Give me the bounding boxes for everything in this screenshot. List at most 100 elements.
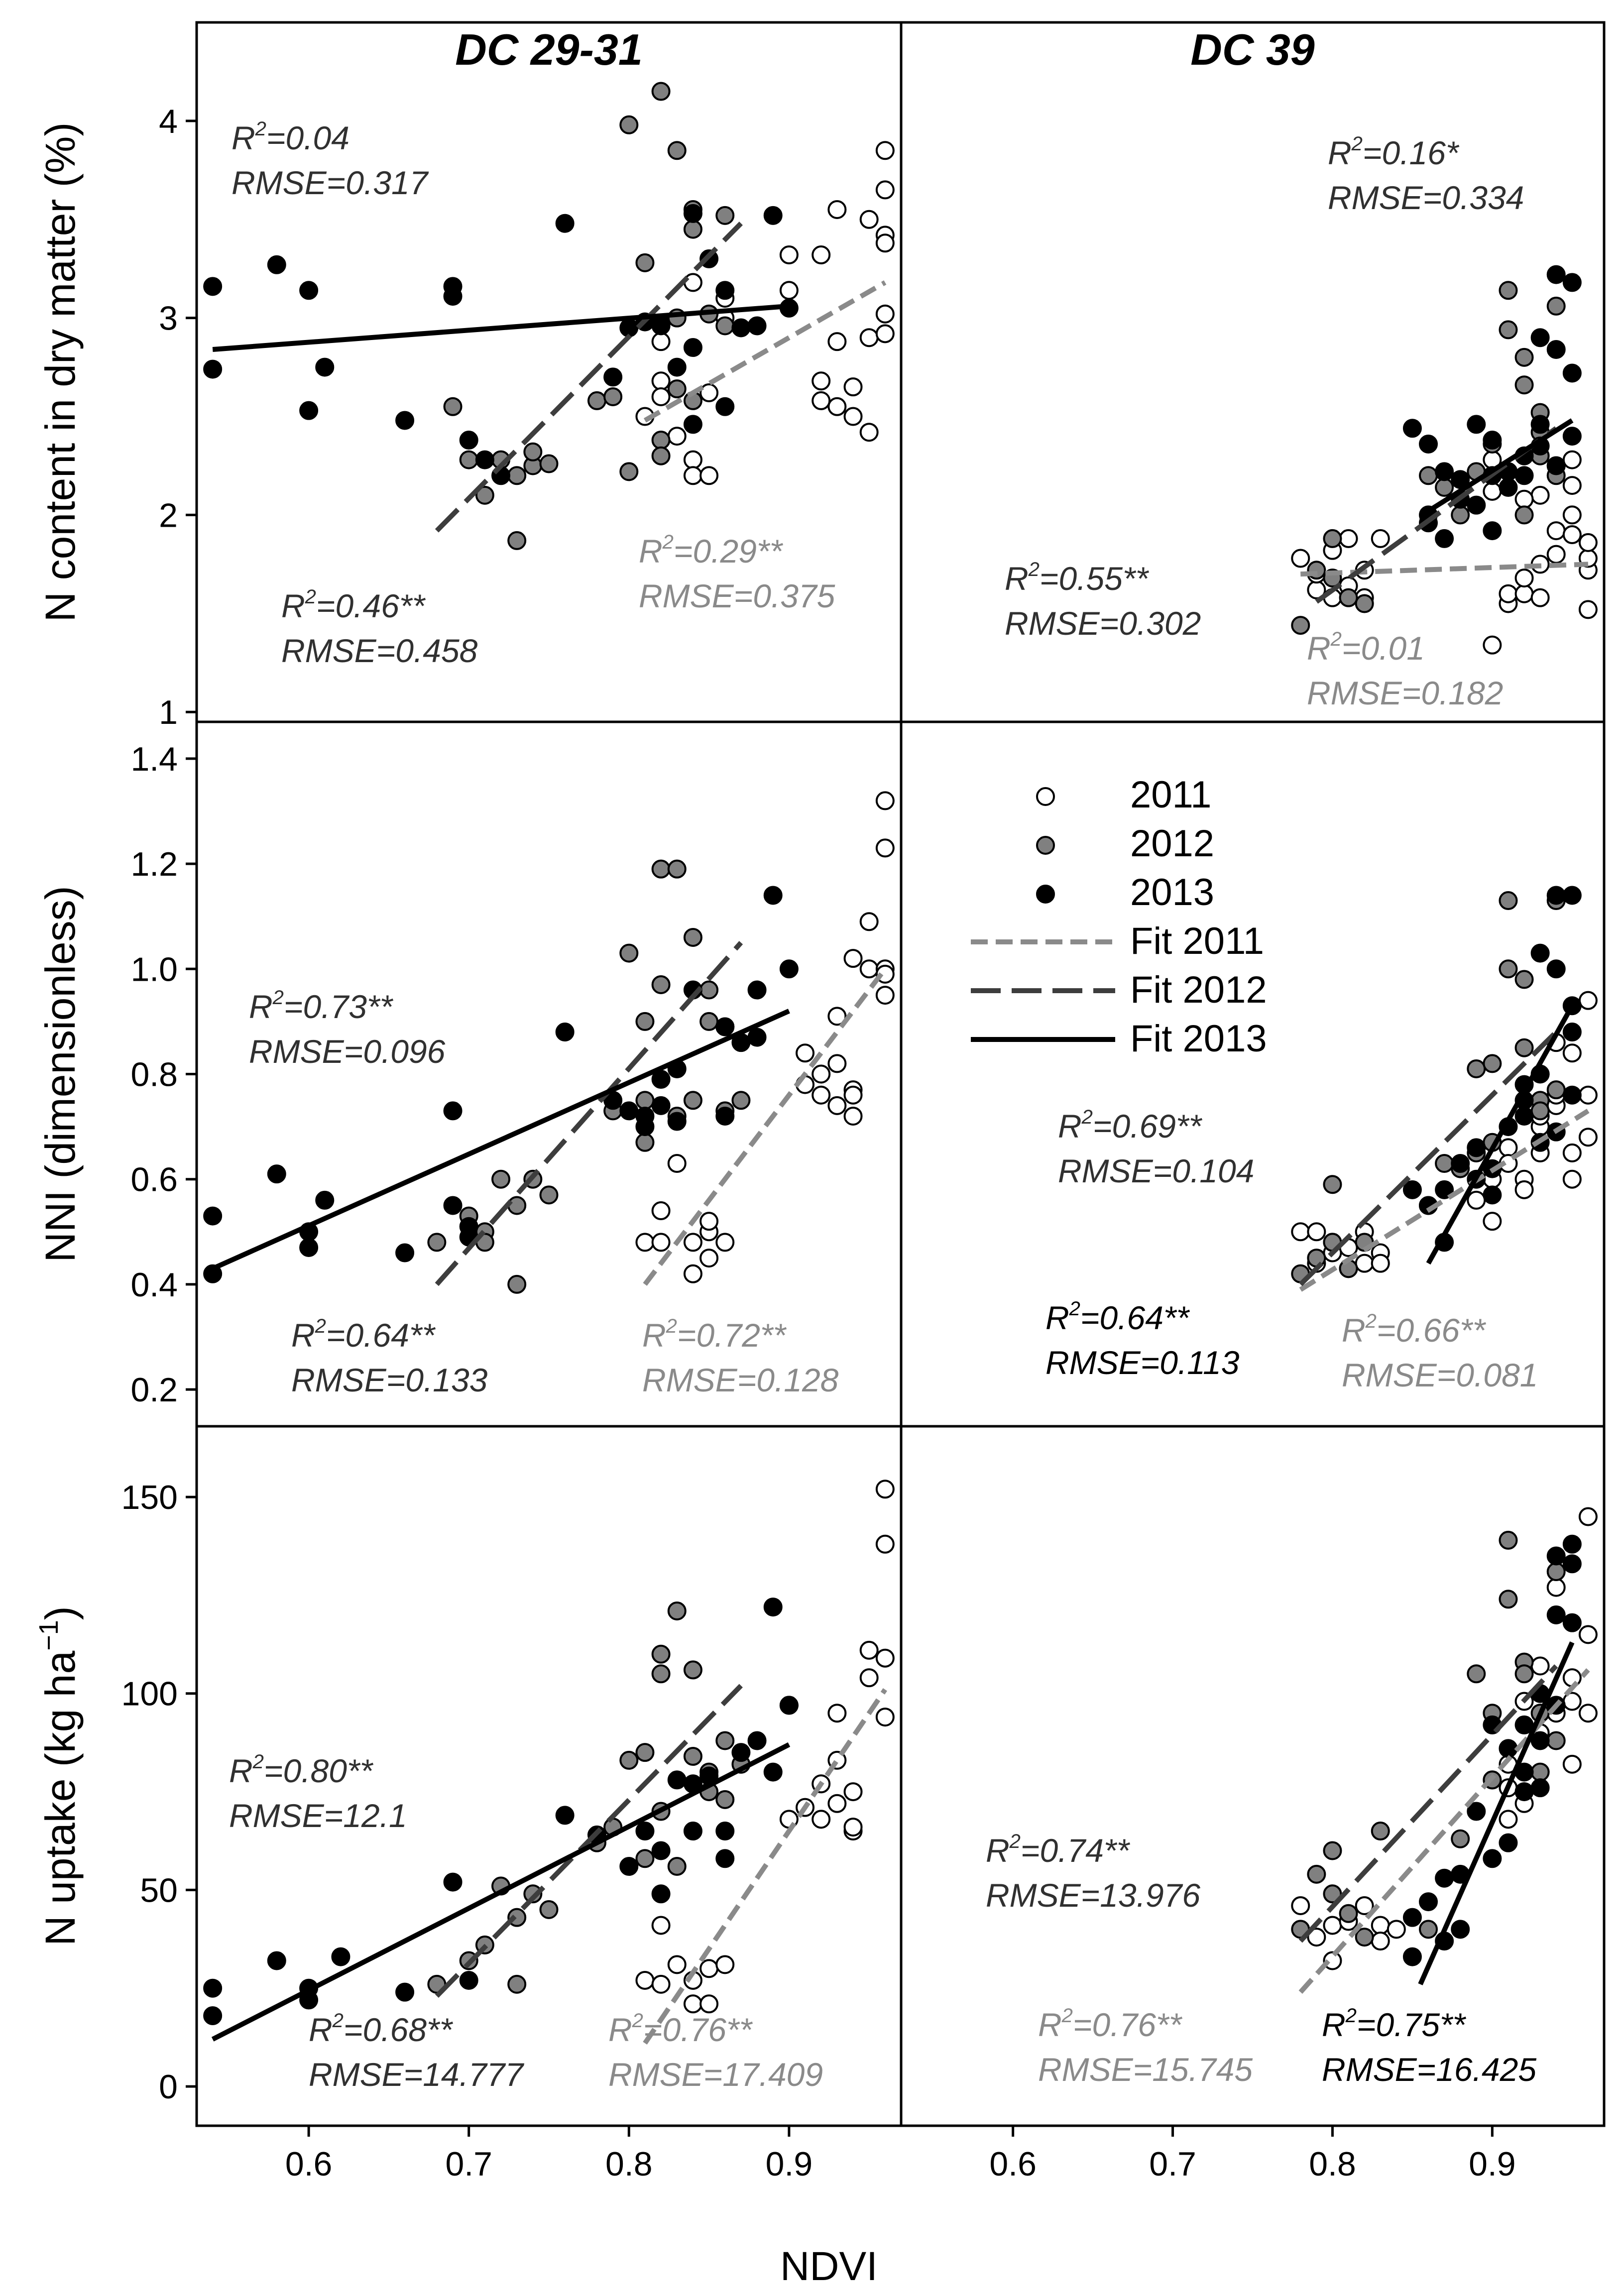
point-2011 [1483, 635, 1502, 655]
point-2011 [1355, 1896, 1374, 1915]
point-2012 [1499, 959, 1518, 979]
point-2012 [1483, 1054, 1502, 1073]
rmse-label: RMSE=0.182 [1307, 675, 1503, 711]
point-2011 [812, 1064, 831, 1084]
r2-label: R2=0.29** [639, 531, 784, 570]
point-2012 [1451, 1829, 1470, 1848]
point-2011 [875, 304, 895, 324]
point-2011 [1578, 533, 1598, 552]
point-2012 [1307, 1249, 1326, 1268]
point-2012 [1530, 1101, 1550, 1121]
point-2012 [1339, 588, 1358, 607]
point-2012 [635, 1091, 655, 1110]
point-2012 [635, 253, 655, 272]
point-2011 [1499, 1810, 1518, 1829]
point-2012 [1323, 529, 1342, 548]
point-2013 [683, 1822, 702, 1841]
point-2012 [1546, 1562, 1566, 1582]
x-tick-label: 0.7 [445, 2145, 492, 2183]
point-2012 [683, 220, 702, 239]
point-2013 [763, 1598, 783, 1617]
point-2011 [651, 1233, 671, 1252]
fit-2013-line [1426, 1004, 1575, 1265]
point-2011 [1387, 1920, 1406, 1939]
point-2013 [267, 1164, 286, 1184]
point-2013 [1435, 1868, 1454, 1888]
rmse-label: RMSE=0.317 [232, 164, 429, 201]
point-2012 [1499, 1590, 1518, 1609]
point-2013 [1562, 427, 1582, 446]
fit-2011-line [643, 1688, 887, 2045]
point-2012 [1514, 1038, 1534, 1057]
point-2012 [651, 431, 671, 450]
point-2012 [1514, 505, 1534, 525]
point-2012 [715, 206, 735, 225]
point-2013 [1562, 273, 1582, 292]
point-2012 [1530, 1762, 1550, 1782]
point-2013 [1419, 1892, 1438, 1912]
point-2012 [491, 1169, 511, 1189]
point-2013 [651, 1884, 671, 1904]
rmse-label: RMSE=0.081 [1342, 1357, 1538, 1393]
point-2011 [635, 1233, 655, 1252]
point-2011 [812, 1810, 831, 1829]
point-2013 [667, 1112, 687, 1131]
r2-label: R2=0.80** [229, 1751, 374, 1789]
point-2011 [875, 180, 895, 200]
point-2011 [699, 383, 719, 403]
point-2011 [1514, 489, 1534, 509]
point-2012 [1307, 1864, 1326, 1884]
y-tick-label: 4 [159, 103, 178, 140]
point-2011 [859, 912, 879, 931]
point-2011 [699, 466, 719, 485]
x-tick-label: 0.9 [766, 2145, 813, 2183]
fit-2012-line [435, 941, 743, 1286]
point-2011 [651, 1974, 671, 1994]
point-2012 [683, 1660, 702, 1680]
point-2013 [1562, 1613, 1582, 1632]
point-2011 [1467, 1190, 1486, 1210]
point-2011 [699, 1249, 719, 1268]
legend-label-fit-2011: Fit 2011 [1130, 920, 1264, 962]
point-2012 [619, 115, 639, 134]
point-2011 [859, 423, 879, 442]
point-2012 [1467, 1664, 1486, 1684]
point-2012 [1323, 1175, 1342, 1194]
r2-label: R2=0.66** [1342, 1310, 1487, 1349]
point-2011 [1562, 525, 1582, 545]
point-2011 [843, 1818, 863, 1837]
point-2011 [827, 200, 847, 219]
point-2013 [635, 1106, 655, 1126]
point-2011 [1530, 485, 1550, 505]
point-2011 [1546, 545, 1566, 564]
fit-2013-line [212, 303, 790, 352]
rmse-label: RMSE=16.425 [1322, 2051, 1536, 2088]
point-2012 [1467, 1059, 1486, 1078]
point-2013 [635, 1822, 655, 1841]
point-2011 [1371, 1254, 1390, 1273]
point-2012 [651, 975, 671, 994]
point-2013 [1435, 1180, 1454, 1199]
x-tick-label: 0.8 [1309, 2145, 1356, 2183]
y-axis-label: N content in dry matter (%) [37, 122, 84, 622]
point-2012 [507, 466, 527, 485]
point-2013 [299, 401, 319, 420]
rmse-label: RMSE=17.409 [608, 2056, 823, 2093]
panel-title: DC 29-31 [455, 25, 643, 74]
point-2011 [1291, 1896, 1310, 1915]
panel-3: 0.2 0.4 0.6 0.8 1.0 1.2 1.4 NNI (dimensionless)… [37, 720, 903, 1428]
point-2012 [1451, 505, 1470, 525]
point-2012 [683, 927, 702, 947]
point-2013 [1483, 1185, 1502, 1205]
r2-label: R2=0.74** [986, 1831, 1131, 1869]
x-axis-label: NDVI [780, 2244, 878, 2289]
legend-marker-2012 [1036, 836, 1055, 855]
point-2012 [651, 1644, 671, 1664]
point-2012 [523, 1884, 543, 1904]
y-tick-label: 0.6 [130, 1161, 178, 1199]
point-2013 [443, 1872, 463, 1892]
point-2013 [203, 2006, 223, 2025]
point-2013 [203, 359, 223, 379]
point-2011 [683, 273, 702, 292]
panel-2: DC 39 R2=0.16* RMSE=0.334 R2=0.55** RMSE=0.3… [900, 21, 1606, 723]
